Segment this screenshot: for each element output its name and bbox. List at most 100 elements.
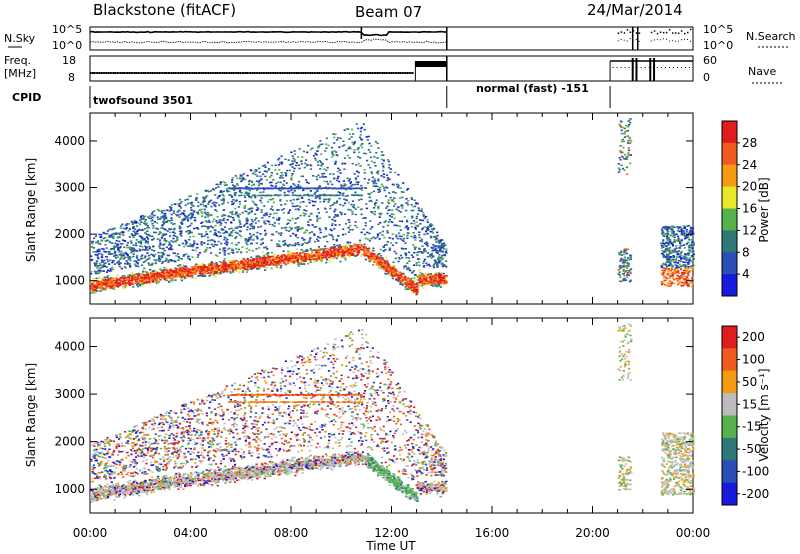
data-cell <box>314 152 317 155</box>
data-cell <box>323 168 326 170</box>
data-cell <box>382 160 385 162</box>
data-cell <box>235 243 238 246</box>
data-cell <box>429 276 432 278</box>
data-cell <box>388 209 391 211</box>
data-cell <box>254 258 257 260</box>
data-cell <box>130 280 133 282</box>
data-cell <box>423 258 426 261</box>
data-cell <box>246 226 249 228</box>
data-cell <box>182 219 185 221</box>
data-cell <box>320 161 323 164</box>
freq-sample <box>163 72 166 74</box>
data-cell <box>369 254 372 256</box>
data-cell <box>387 166 390 169</box>
data-cell <box>381 162 384 165</box>
freq-sample <box>123 72 125 74</box>
data-cell <box>305 229 308 232</box>
data-cell <box>414 239 417 241</box>
data-cell <box>158 272 161 274</box>
data-cell <box>166 230 169 232</box>
data-cell <box>244 266 247 268</box>
data-cell <box>254 264 257 266</box>
data-cell <box>133 234 137 236</box>
data-cell <box>98 283 101 285</box>
freq-sample <box>109 72 111 74</box>
data-cell <box>377 173 380 175</box>
data-cell <box>434 279 437 282</box>
data-cell <box>123 246 126 249</box>
data-cell <box>145 236 149 238</box>
freq-sample <box>160 72 162 74</box>
data-cell <box>234 207 237 210</box>
data-cell <box>194 264 198 267</box>
data-cell <box>228 190 231 193</box>
data-cell <box>91 289 94 292</box>
data-cell <box>294 227 297 229</box>
data-cell <box>229 215 232 218</box>
data-cell <box>160 216 163 218</box>
data-cell <box>438 246 441 248</box>
data-cell <box>182 212 185 214</box>
freq-sample <box>104 72 106 74</box>
data-cell <box>392 269 395 272</box>
data-cell <box>274 164 277 166</box>
data-cell <box>105 232 109 235</box>
data-cell <box>200 234 203 237</box>
data-cell <box>358 246 361 248</box>
data-cell <box>372 247 375 250</box>
data-cell <box>351 200 355 202</box>
data-cell <box>368 232 371 235</box>
data-cell <box>278 157 281 160</box>
nsearch-tick-top: 10^5 <box>703 23 733 36</box>
data-cell <box>102 270 105 272</box>
data-cell <box>176 211 179 213</box>
data-cell <box>373 178 376 180</box>
data-cell <box>91 286 94 288</box>
data-cell <box>222 266 225 269</box>
data-cell <box>159 247 162 250</box>
data-cell <box>238 271 241 273</box>
data-cell <box>306 151 309 154</box>
freq-sample <box>223 72 226 74</box>
data-cell <box>432 266 436 269</box>
data-cell <box>284 174 288 177</box>
data-cell <box>329 228 332 231</box>
data-cell <box>371 180 374 182</box>
data-cell <box>247 208 250 210</box>
data-cell <box>314 197 317 199</box>
data-cell <box>214 271 217 274</box>
data-cell <box>313 234 316 237</box>
data-cell <box>241 271 244 273</box>
data-cell <box>201 262 204 265</box>
data-cell <box>198 265 201 268</box>
data-cell <box>343 256 346 258</box>
data-cell <box>254 196 257 199</box>
data-cell <box>351 213 354 215</box>
data-cell <box>385 256 388 259</box>
data-cell <box>229 211 232 214</box>
data-cell <box>166 221 169 223</box>
data-cell <box>155 231 158 234</box>
data-cell <box>244 196 247 199</box>
data-cell <box>294 242 297 245</box>
data-cell <box>139 284 142 287</box>
data-cell <box>415 215 418 218</box>
data-cell <box>398 235 401 237</box>
data-cell <box>281 174 284 176</box>
data-cell <box>416 258 420 260</box>
data-cell <box>334 160 337 163</box>
data-cell <box>121 231 124 233</box>
data-cell <box>179 269 182 271</box>
data-cell <box>360 189 364 191</box>
data-cell <box>134 221 137 223</box>
data-cell <box>121 283 124 285</box>
data-cell <box>346 254 349 256</box>
data-cell <box>115 279 118 282</box>
data-cell <box>403 278 407 280</box>
cpid-segment-label: normal (fast) -151 <box>476 82 589 95</box>
data-cell <box>142 217 145 220</box>
data-cell <box>130 249 133 252</box>
data-cell <box>176 236 179 239</box>
data-cell <box>231 196 234 198</box>
data-cell <box>286 244 289 246</box>
